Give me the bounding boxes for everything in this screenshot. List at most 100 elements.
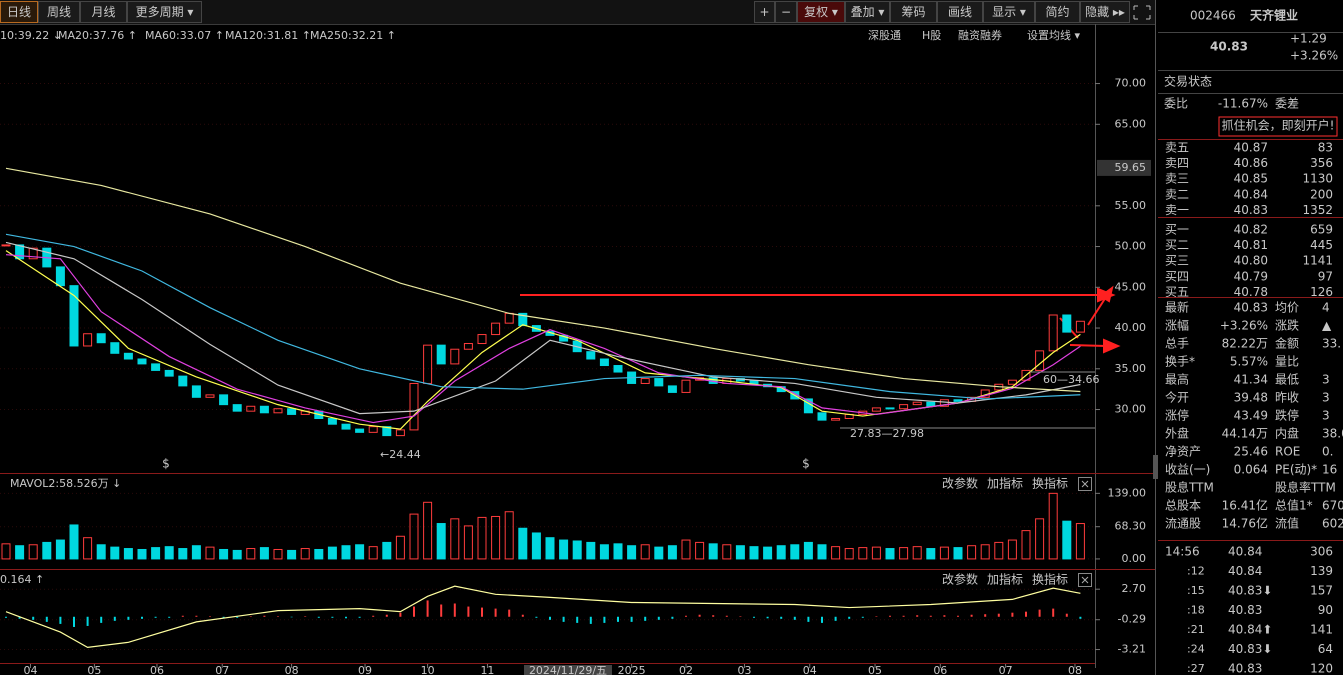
volume-bar [1075,523,1085,560]
tab[interactable] [0,1,38,23]
cursor-label: 2024/11/29/五 [529,664,607,675]
candle [395,429,405,437]
candle [55,266,65,287]
tab-label[interactable]: 日线 [7,5,31,19]
volume-bar [559,539,569,560]
stat-value: 39.48 [1234,391,1268,405]
close-button[interactable] [1078,573,1092,587]
panel-button[interactable]: 换指标 [1032,476,1068,491]
chart-link[interactable]: H股 [922,29,941,42]
volume-bar [287,549,297,560]
tab[interactable] [38,1,80,23]
volume-bar [1021,530,1031,560]
tool-button[interactable] [845,1,890,23]
panel-button[interactable]: 改参数 [942,476,978,491]
tool-label[interactable]: + [759,5,769,19]
tool-button[interactable] [1035,1,1080,23]
book-price: 40.85 [1234,172,1268,186]
fullscreen-icon[interactable] [1133,5,1151,20]
last-price: 40.83 [1210,40,1248,54]
candle [83,333,93,347]
volume-bar [1,543,11,560]
volume-bar [844,548,854,560]
banner-box[interactable] [1218,116,1338,137]
close-button[interactable] [1078,477,1092,491]
chart-link[interactable]: 融资融券 [958,28,1002,42]
trade-time: :27 [1187,662,1205,675]
ma-legend: MA60:33.07 ↑ [145,29,224,42]
volume-bar [776,545,786,560]
tool-button[interactable] [890,1,937,23]
volume-bar [572,540,582,560]
y-tick-label: 2.70 [1122,582,1147,595]
volume-bar [912,546,922,560]
y-tick-label: 70.00 [1115,77,1147,90]
volume-bar [69,524,79,560]
candle [926,401,936,407]
tool-label[interactable]: 叠加 ▾ [851,5,885,19]
volume-bar [382,541,392,560]
volume-bar [191,545,201,560]
tab-label[interactable]: 更多周期 ▾ [136,5,194,19]
change-pct: +3.26% [1290,49,1338,63]
book-label: 买一 [1165,223,1189,237]
tool-label[interactable]: − [781,5,791,19]
candle [613,365,623,373]
candle [1048,314,1058,352]
panel-button[interactable]: 加指标 [987,572,1023,587]
chart-link[interactable]: 深股通 [868,29,901,42]
volume-bar [926,548,936,560]
tool-label[interactable]: 画线 [948,5,972,19]
ma-line [5,241,1081,415]
candle [15,244,25,260]
ma-legend: MA20:37.76 ↑ [58,29,137,42]
tool-label[interactable]: 复权 ▾ [804,5,838,19]
stat-value: 3 [1322,373,1330,387]
candle [436,344,446,365]
volume-bar [899,547,909,560]
tool-label[interactable]: 显示 ▾ [992,5,1026,19]
tool-label[interactable]: 筹码 [901,5,925,19]
volume-bar [395,535,405,560]
collapse-handle[interactable] [1153,455,1158,479]
banner[interactable]: 抓住机会，即刻开户! [1222,118,1335,133]
tool-button[interactable] [983,1,1035,23]
tab-label[interactable]: 周线 [47,5,71,19]
book-price: 40.78 [1234,285,1268,299]
stat-label: 总值1* [1275,498,1313,513]
book-price: 40.81 [1234,238,1268,252]
stat-label: 净资产 [1165,445,1201,459]
panel-button[interactable]: 改参数 [942,572,978,587]
panel-button[interactable]: 换指标 [1032,572,1068,587]
tab[interactable] [80,1,127,23]
stat-label: 量比 [1275,355,1299,369]
volume-bar [531,532,541,560]
tool-button[interactable] [775,1,797,23]
tool-label[interactable]: 简约 [1045,4,1069,19]
volume-bar [314,548,324,560]
volume-bar [164,546,174,560]
tool-button[interactable] [754,1,775,23]
y-tick-label: 35.00 [1115,362,1147,375]
tab-label[interactable]: 月线 [91,5,115,19]
tool-label[interactable]: 隐藏 ▸▸ [1085,5,1125,19]
y-tick-label: 68.30 [1115,520,1147,533]
candle [355,428,365,433]
volume-bar [15,545,25,560]
x-tick-label: 06 [150,664,164,675]
tool-button[interactable] [797,1,845,23]
stat-label: 流通股 [1165,517,1201,531]
tool-button[interactable] [1080,1,1130,23]
stat-label: 股息率TTM [1275,480,1336,495]
tab[interactable] [127,1,202,23]
chart-link[interactable]: 设置均线 ▾ [1027,28,1080,42]
candle [219,394,229,406]
panel-button[interactable]: 加指标 [987,476,1023,491]
candle [667,385,677,393]
volume-bar [341,545,351,560]
trade-volume: 64 [1318,642,1333,656]
volume-bar [436,523,446,560]
volume-bar [477,516,487,560]
book-price: 40.86 [1234,156,1268,170]
tool-button[interactable] [937,1,983,23]
